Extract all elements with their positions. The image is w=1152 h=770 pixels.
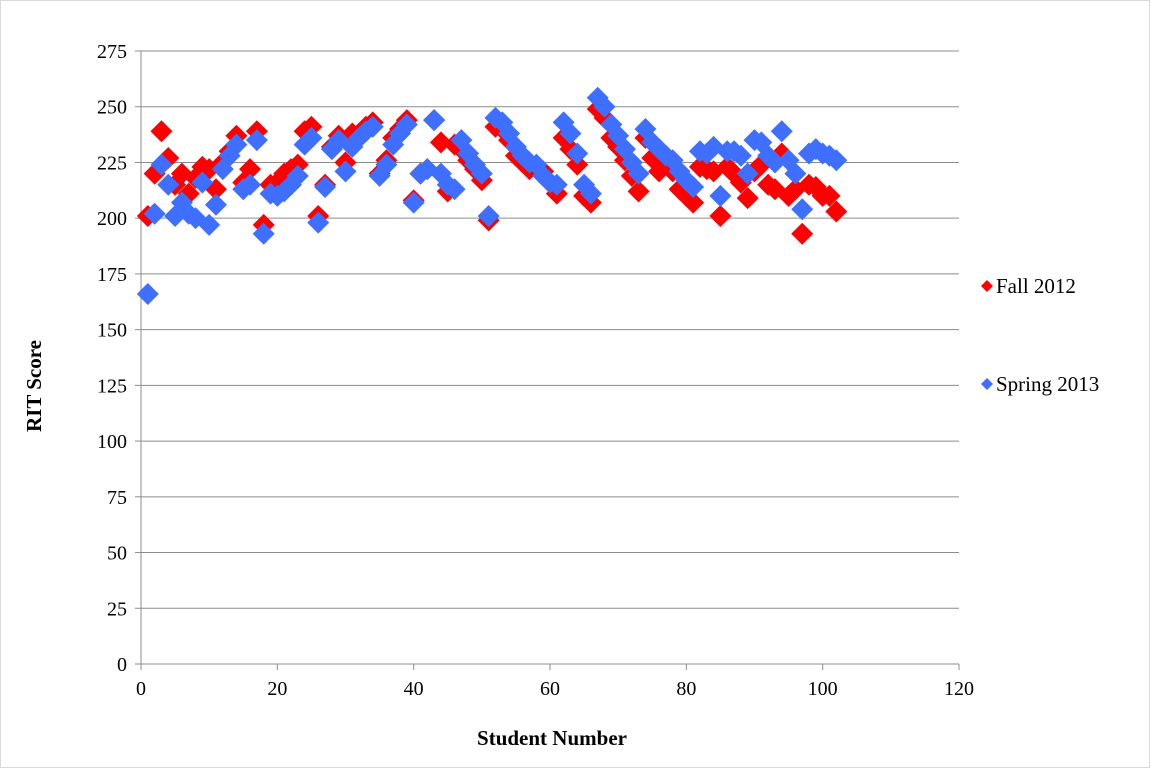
data-point [239, 173, 262, 196]
data-point [334, 160, 357, 183]
data-point [286, 153, 309, 176]
data-point [627, 180, 650, 203]
x-tick-label: 40 [404, 678, 424, 700]
data-point [627, 162, 650, 185]
data-point [157, 173, 180, 196]
data-point [709, 184, 732, 207]
data-point [150, 120, 173, 143]
x-axis-title: Student Number [477, 726, 627, 750]
data-point [252, 222, 275, 245]
y-tick-label: 25 [107, 598, 127, 620]
data-point [545, 173, 568, 196]
y-tick-label: 150 [97, 320, 127, 342]
y-tick-label: 275 [97, 41, 127, 63]
data-point [736, 187, 759, 210]
y-tick-label: 250 [97, 97, 127, 119]
data-point [286, 164, 309, 187]
data-point [191, 171, 214, 194]
data-point [348, 126, 371, 149]
y-tick-label: 125 [97, 375, 127, 397]
data-point [300, 126, 323, 149]
data-point [593, 95, 616, 118]
legend-marker [981, 280, 993, 292]
data-point [818, 184, 841, 207]
data-point [429, 131, 452, 154]
x-tick-label: 20 [267, 678, 287, 700]
data-point [423, 109, 446, 132]
x-tick-label: 0 [136, 678, 146, 700]
data-point [682, 191, 705, 214]
data-point [239, 158, 262, 181]
data-point [729, 144, 752, 167]
data-point [566, 142, 589, 165]
y-tick-label: 200 [97, 208, 127, 230]
data-point [784, 162, 807, 185]
data-point [307, 211, 330, 234]
data-point [477, 204, 500, 227]
series-spring-2013 [136, 86, 848, 305]
data-point [204, 193, 227, 216]
y-tick-label: 175 [97, 264, 127, 286]
legend-item: Fall 2012 [981, 274, 1076, 298]
data-point [136, 282, 159, 305]
data-point [470, 162, 493, 185]
y-tick-label: 50 [107, 543, 127, 565]
data-point [375, 153, 398, 176]
x-tick-label: 60 [540, 678, 560, 700]
data-point [402, 191, 425, 214]
legend-label: Spring 2013 [996, 372, 1099, 396]
data-point [150, 153, 173, 176]
data-point [736, 162, 759, 185]
data-point [763, 151, 786, 174]
data-point [245, 129, 268, 152]
data-point [361, 115, 384, 138]
data-point [566, 153, 589, 176]
x-tick-label: 120 [944, 678, 974, 700]
legend: Fall 2012 Spring 2013 [981, 274, 1099, 396]
data-point [825, 200, 848, 223]
data-point [198, 213, 221, 236]
y-tick-label: 75 [107, 487, 127, 509]
y-tick-label: 225 [97, 152, 127, 174]
data-point [314, 175, 337, 198]
data-point [395, 113, 418, 136]
legend-item: Spring 2013 [981, 372, 1099, 396]
y-axis-title: RIT Score [22, 340, 46, 432]
tick-labels: 0 25 50 75 100 125 150 175 200 225 250 275 0 20 40 60 80… [97, 41, 974, 700]
x-tick-label: 80 [676, 678, 696, 700]
data-point [825, 149, 848, 172]
data-point [300, 115, 323, 138]
data-point [559, 122, 582, 145]
data-point [682, 175, 705, 198]
data-point [225, 133, 248, 156]
data-point [143, 202, 166, 225]
data-point [791, 222, 814, 245]
legend-label: Fall 2012 [996, 274, 1076, 298]
y-tick-label: 100 [97, 431, 127, 453]
legend-marker [981, 378, 993, 390]
gridlines [141, 50, 959, 609]
data-points [136, 86, 848, 305]
axes [135, 50, 960, 670]
data-point [709, 204, 732, 227]
data-point [770, 120, 793, 143]
data-point [443, 178, 466, 201]
x-tick-label: 100 [808, 678, 838, 700]
y-tick-label: 0 [117, 654, 127, 676]
data-point [791, 198, 814, 221]
data-point [579, 182, 602, 205]
